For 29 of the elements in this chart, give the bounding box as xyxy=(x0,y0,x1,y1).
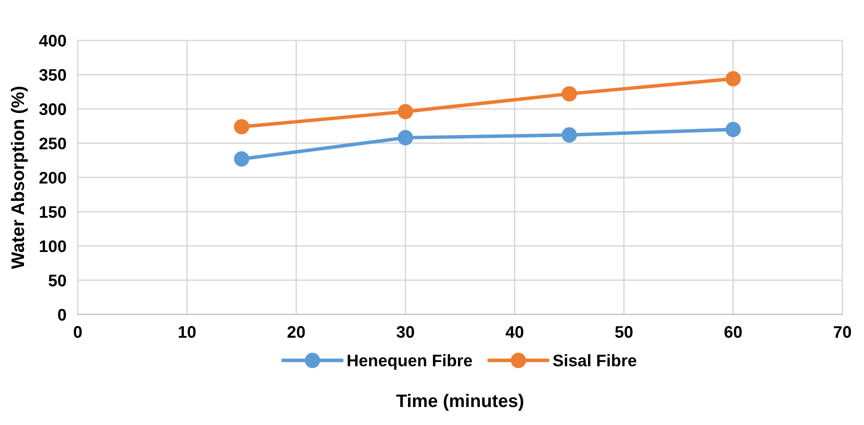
x-tick-label: 20 xyxy=(288,326,305,338)
y-tick-label: 200 xyxy=(39,172,66,184)
y-tick-label: 300 xyxy=(39,103,66,116)
point xyxy=(234,119,250,134)
x-tick-label: 40 xyxy=(506,326,524,338)
y-tick-label: 100 xyxy=(40,240,66,252)
y-axis-title: Water Absorption (%) xyxy=(10,86,28,270)
point xyxy=(398,130,414,146)
legend-label: Henequen Fibre xyxy=(348,354,472,370)
x-tick-label: 60 xyxy=(724,326,742,338)
y-tick-label: 250 xyxy=(39,138,66,150)
legend-label: Sisal Fibre xyxy=(553,354,636,366)
x-tick-label: 50 xyxy=(615,326,633,338)
point xyxy=(726,122,741,138)
y-tick-label: 50 xyxy=(48,274,66,286)
x-axis-title: Time (minutes) xyxy=(396,394,524,411)
point xyxy=(398,104,414,120)
point xyxy=(234,151,250,167)
x-tick-label: 30 xyxy=(396,326,414,338)
y-tick-label: 350 xyxy=(39,69,66,81)
y-tick-label: 150 xyxy=(40,206,66,218)
y-tick-label: 0 xyxy=(58,308,66,321)
y-tick-label: 400 xyxy=(39,34,66,47)
x-tick-label: 10 xyxy=(178,326,196,338)
point xyxy=(562,127,577,143)
x-tick-label: 70 xyxy=(834,326,851,338)
x-tick-label: 0 xyxy=(74,326,82,338)
point xyxy=(726,71,741,86)
point xyxy=(562,86,577,102)
